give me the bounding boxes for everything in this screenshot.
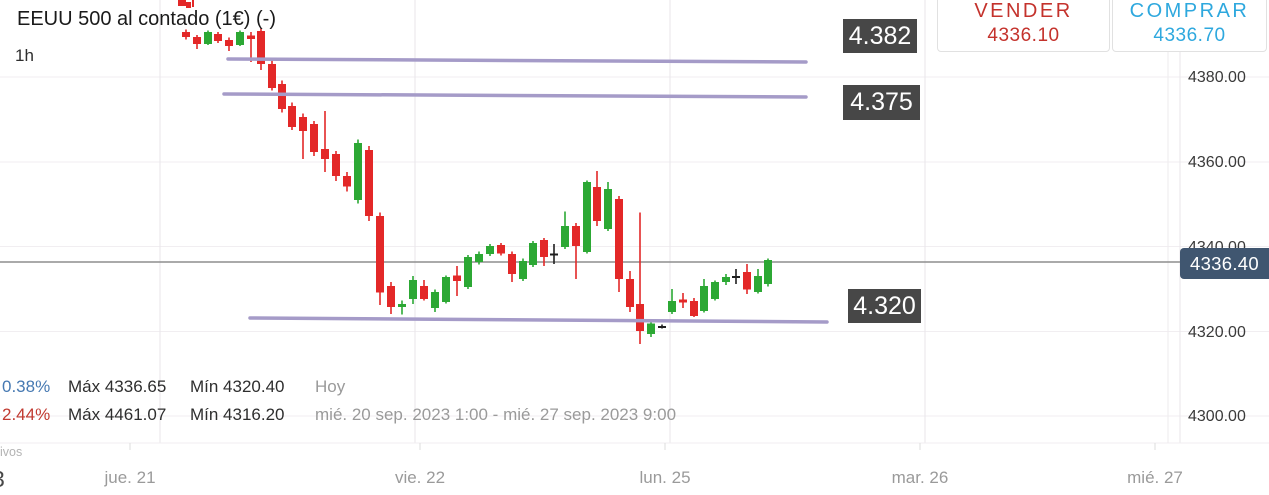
clipped-candle-fragment xyxy=(178,0,186,6)
buy-button[interactable]: COMPRAR 4336.70 xyxy=(1112,0,1267,52)
stat-text: Mín 4316.20 xyxy=(190,405,285,424)
candle-body xyxy=(668,301,676,312)
time-axis-label: mar. 26 xyxy=(891,468,949,487)
clipped-candle-fragment xyxy=(192,0,194,7)
stats-row-2: 2.44% Máx 4461.07 Mín 4316.20 mié. 20 sep. … xyxy=(0,405,760,425)
candle-body xyxy=(236,32,244,45)
candle-body xyxy=(593,187,601,221)
stat-text: Mín 4320.40 xyxy=(190,377,285,396)
candle-body xyxy=(626,279,634,307)
buy-button-label: COMPRAR xyxy=(1129,0,1250,22)
candle-body xyxy=(420,286,428,299)
candle-body xyxy=(376,216,384,293)
candle-body xyxy=(214,34,222,41)
time-axis-label: vie. 22 xyxy=(394,468,446,487)
candle-body xyxy=(288,106,296,127)
level-line[interactable] xyxy=(222,92,808,99)
candle-body xyxy=(540,240,548,257)
candle-body xyxy=(453,275,461,281)
candle-body xyxy=(647,323,655,334)
candle-body xyxy=(182,32,190,37)
candle-body xyxy=(268,64,276,88)
price-axis-label: 4380.00 xyxy=(1188,69,1246,86)
candle-body xyxy=(225,40,233,46)
buy-price: 4336.70 xyxy=(1153,25,1226,46)
sell-button[interactable]: VENDER 4336.10 xyxy=(937,0,1110,52)
candle-body xyxy=(354,143,362,200)
candle-body xyxy=(732,276,740,278)
candle-body xyxy=(529,243,537,265)
candle-body xyxy=(193,37,201,44)
candle-body xyxy=(561,226,569,247)
clipped-text-top: ivos xyxy=(0,445,23,459)
sell-button-label: VENDER xyxy=(974,0,1073,22)
candle-body xyxy=(604,189,612,229)
timeframe-selector[interactable]: 1h xyxy=(15,46,34,65)
time-axis-label: jue. 21 xyxy=(104,468,156,487)
level-label[interactable]: 4.320 xyxy=(848,289,921,323)
stat-text: Máx 4461.07 xyxy=(68,405,167,424)
candle-body xyxy=(343,176,351,187)
candle-body xyxy=(310,124,318,152)
candle-body xyxy=(658,326,666,328)
level-line[interactable] xyxy=(226,57,808,64)
candle-body xyxy=(409,280,417,299)
candle-body xyxy=(615,199,623,279)
candle-body xyxy=(204,32,212,44)
candle-body xyxy=(257,31,265,64)
sell-price: 4336.10 xyxy=(987,25,1060,46)
candle-body xyxy=(583,182,591,252)
candle-body xyxy=(754,276,762,292)
stat-text: 2.44% xyxy=(2,405,51,424)
candle-body xyxy=(332,154,340,176)
stat-text: mié. 20 sep. 2023 1:00 - mié. 27 sep. 20… xyxy=(315,405,677,424)
candle-body xyxy=(442,277,450,302)
candle-body xyxy=(700,286,708,311)
candle-body xyxy=(690,301,698,316)
stat-text: Hoy xyxy=(315,377,346,396)
candle-body xyxy=(247,35,255,39)
time-axis-label: lun. 25 xyxy=(639,468,691,487)
candle-body xyxy=(299,117,307,131)
price-axis-label: 4360.00 xyxy=(1188,154,1246,171)
stat-text: 0.38% xyxy=(2,377,51,396)
current-price-badge: 4336.40 xyxy=(1180,248,1269,279)
candle-body xyxy=(497,245,505,254)
candle-body xyxy=(722,277,730,282)
candle-body xyxy=(508,254,516,274)
candle-body xyxy=(636,304,644,331)
price-axis-label: 4320.00 xyxy=(1188,323,1246,341)
candle-body xyxy=(764,260,772,284)
candle-body xyxy=(365,150,373,216)
candle-body xyxy=(387,286,395,307)
candle-body xyxy=(398,304,406,307)
candle-body xyxy=(475,254,483,262)
clipped-candle-fragment xyxy=(186,2,191,8)
stat-text: Máx 4336.65 xyxy=(68,377,167,396)
level-label[interactable]: 4.382 xyxy=(843,19,917,53)
candle-body xyxy=(572,226,580,246)
candle-body xyxy=(431,292,439,308)
candle-body xyxy=(486,246,494,254)
time-axis-label: mié. 27 xyxy=(1127,468,1183,487)
level-line[interactable] xyxy=(248,316,829,324)
price-axis-label: 4300.00 xyxy=(1188,408,1246,425)
candle-body xyxy=(464,257,472,287)
level-label[interactable]: 4.375 xyxy=(843,85,920,120)
clipped-text-bottom: 3 xyxy=(0,466,12,493)
candle-body xyxy=(679,299,687,303)
candle-body xyxy=(550,253,558,256)
candle-body xyxy=(278,84,286,109)
candle-body xyxy=(321,149,329,159)
instrument-title: EEUU 500 al contado (1€) (-) xyxy=(17,8,277,30)
stats-row-1: 0.38% Máx 4336.65 Mín 4320.40 Hoy xyxy=(0,377,760,397)
candle-body xyxy=(743,272,751,290)
candle-body xyxy=(519,261,527,279)
candle-body xyxy=(711,282,719,299)
